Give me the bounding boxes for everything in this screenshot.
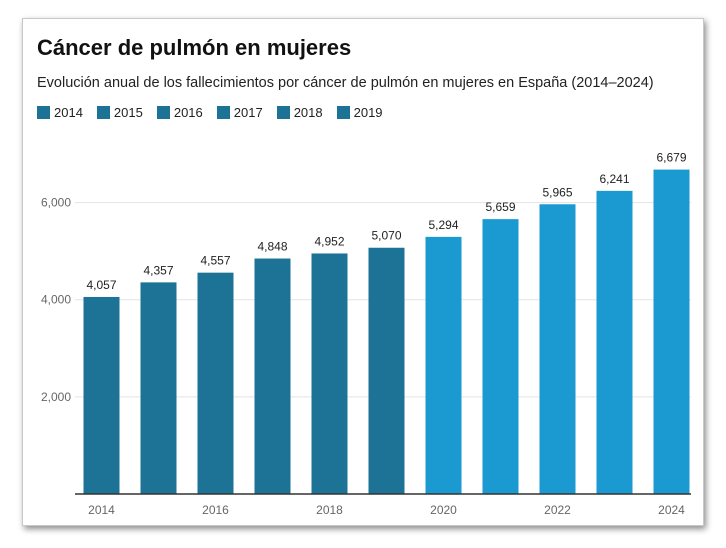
data-label-2018: 4,952 — [314, 234, 344, 248]
x-tick-label: 2022 — [544, 503, 571, 517]
bar-2019 — [368, 247, 405, 494]
bar-2021 — [482, 219, 519, 495]
bar-2024 — [653, 169, 690, 494]
data-label-2017: 4,848 — [257, 240, 287, 254]
x-tick-label: 2016 — [202, 503, 229, 517]
legend-swatch — [96, 106, 110, 119]
y-tick-label: 4,000 — [41, 293, 71, 307]
x-tick-label: 2024 — [658, 503, 685, 517]
chart-legend: 2014 2015 2016 2017 2018 2019 — [37, 105, 383, 120]
bar-2016 — [197, 272, 234, 494]
chart-subtitle: Evolución anual de los fallecimientos po… — [37, 75, 654, 91]
data-label-2016: 4,557 — [200, 254, 230, 268]
legend-item-2016: 2016 — [156, 105, 203, 120]
data-label-2015: 4,357 — [143, 263, 173, 277]
legend-label: 2015 — [113, 105, 143, 120]
legend-item-2018: 2018 — [276, 105, 323, 120]
bar-2018 — [311, 253, 348, 494]
bar-2020 — [425, 236, 462, 494]
legend-item-2014: 2014 — [37, 105, 83, 120]
bar-2022 — [539, 204, 576, 494]
data-label-2020: 5,294 — [428, 218, 458, 232]
legend-label: 2019 — [353, 105, 383, 120]
data-label-2021: 5,659 — [485, 200, 515, 214]
data-label-2019: 5,070 — [371, 229, 401, 243]
legend-label: 2017 — [233, 105, 263, 120]
bar-2015 — [140, 282, 177, 494]
legend-item-2017: 2017 — [216, 105, 263, 120]
legend-swatch — [156, 106, 170, 119]
chart-frame: Cáncer de pulmón en mujeres Evolución an… — [22, 18, 704, 526]
bar-2017 — [254, 258, 291, 494]
x-tick-label: 2018 — [316, 503, 343, 517]
legend-label: 2018 — [293, 105, 323, 120]
data-label-2024: 6,679 — [656, 151, 686, 165]
x-tick-label: 2020 — [430, 503, 457, 517]
legend-item-2015: 2015 — [96, 105, 143, 120]
bar-2023 — [596, 190, 633, 494]
bar-2014 — [83, 296, 120, 494]
legend-swatch — [216, 106, 230, 119]
chart-title: Cáncer de pulmón en mujeres — [37, 35, 352, 60]
y-tick-label: 2,000 — [41, 390, 71, 404]
legend-swatch — [336, 106, 350, 119]
legend-label: 2016 — [173, 105, 203, 120]
bar-chart: 2,000 4,000 6,000 4,057 4,357 4,557 4,848 4,952… — [41, 151, 691, 517]
data-label-2014: 4,057 — [86, 278, 116, 292]
legend-swatch — [276, 106, 290, 119]
legend-item-2019: 2019 — [336, 105, 383, 120]
legend-swatch — [37, 106, 50, 119]
x-tick-label: 2014 — [88, 503, 115, 517]
y-tick-label: 6,000 — [41, 196, 71, 210]
data-label-2022: 5,965 — [542, 185, 572, 199]
data-label-2023: 6,241 — [599, 172, 629, 186]
legend-label: 2014 — [54, 105, 83, 120]
